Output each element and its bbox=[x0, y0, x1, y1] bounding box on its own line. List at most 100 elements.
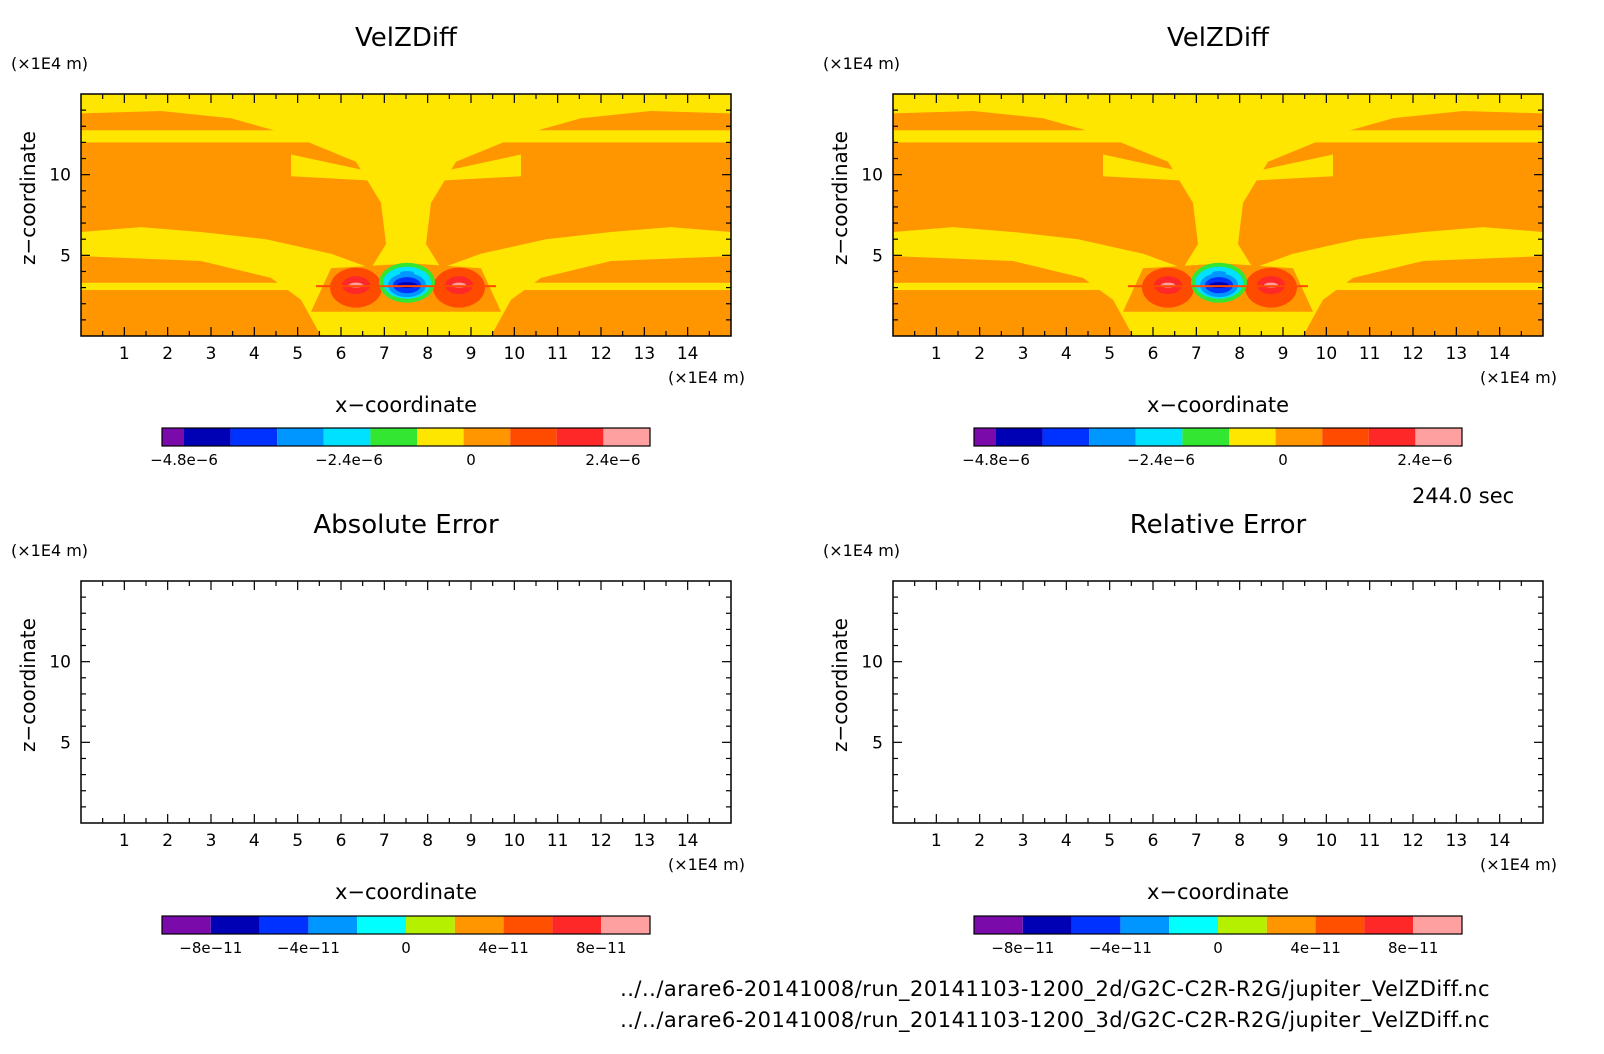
colorbar-swatch bbox=[417, 428, 464, 446]
x-tick-label: 4 bbox=[249, 344, 260, 364]
colorbar-tick-label: −4.8e−6 bbox=[962, 451, 1030, 469]
x-tick-label: 11 bbox=[1359, 344, 1381, 364]
colorbar: −4.8e−6 −2.4e−6 0 2.4e−6 bbox=[962, 427, 1463, 469]
colorbar: −8e−11 −4e−11 0 4e−11 8e−11 bbox=[161, 915, 651, 957]
x-tick-label: 4 bbox=[1061, 831, 1072, 851]
colorbar-swatch bbox=[454, 916, 504, 934]
x-unit-label: (×1E4 m) bbox=[668, 368, 745, 387]
x-tick-label: 12 bbox=[1402, 831, 1424, 851]
y-axis-label: z−coordinate bbox=[828, 618, 852, 752]
x-unit-label: (×1E4 m) bbox=[1480, 368, 1557, 387]
x-tick-label: 8 bbox=[1234, 344, 1245, 364]
colorbar-swatch bbox=[1266, 916, 1316, 934]
time-label: 244.0 sec bbox=[1412, 484, 1515, 508]
colorbar-tick-label: 0 bbox=[466, 451, 476, 469]
contour-region-lower-left bbox=[81, 256, 321, 336]
x-tick-label: 12 bbox=[1402, 344, 1424, 364]
y-tick-label: 10 bbox=[49, 166, 71, 186]
colorbar-tick-label: −8e−11 bbox=[991, 939, 1054, 957]
colorbar-tick-label: −4e−11 bbox=[1089, 939, 1152, 957]
x-tick-label: 11 bbox=[547, 831, 569, 851]
x-tick-label: 2 bbox=[974, 831, 985, 851]
colorbar-swatch bbox=[1322, 428, 1369, 446]
y-axis-label: z−coordinate bbox=[16, 131, 40, 265]
colorbar-frame bbox=[161, 427, 651, 447]
plot-frame bbox=[892, 580, 1544, 824]
x-tick-label: 5 bbox=[1104, 344, 1115, 364]
colorbar-swatch bbox=[1415, 428, 1462, 446]
colorbar-tick-label: 0 bbox=[1278, 451, 1288, 469]
x-tick-label: 10 bbox=[1316, 831, 1338, 851]
colorbar-swatch bbox=[406, 916, 455, 934]
x-tick-label: 1 bbox=[119, 344, 130, 364]
contour-band-mid bbox=[1103, 154, 1333, 182]
x-tick-label: 6 bbox=[1148, 344, 1159, 364]
x-tick-label: 5 bbox=[1104, 831, 1115, 851]
chart-title: VelZDiff bbox=[355, 23, 458, 53]
colorbar-swatch bbox=[1315, 916, 1365, 934]
colorbar-swatch bbox=[210, 916, 260, 934]
colorbar-tick-label: 4e−11 bbox=[478, 939, 528, 957]
x-tick-label: 2 bbox=[162, 344, 173, 364]
colorbar-swatch bbox=[1169, 916, 1218, 934]
colorbar-tick-label: 8e−11 bbox=[576, 939, 626, 957]
x-unit-label: (×1E4 m) bbox=[1480, 855, 1557, 874]
colorbar-tick-label: 2.4e−6 bbox=[1397, 451, 1452, 469]
colorbar-swatch bbox=[603, 428, 650, 446]
x-tick-label: 6 bbox=[336, 344, 347, 364]
x-tick-label: 10 bbox=[504, 831, 526, 851]
colorbar-tick-label: 0 bbox=[401, 939, 411, 957]
chart-panel: VelZDiff(×1E4 m)1 2 3 4 5 6 7 8 9 10 11 12 13 14510(×… bbox=[11, 23, 745, 469]
colorbar-frame bbox=[161, 915, 651, 935]
colorbar-swatch bbox=[259, 916, 309, 934]
x-tick-label: 10 bbox=[1316, 344, 1338, 364]
x-tick-label: 7 bbox=[379, 344, 390, 364]
x-tick-label: 1 bbox=[931, 344, 942, 364]
x-tick-label: 7 bbox=[1191, 831, 1202, 851]
colorbar-swatch bbox=[1071, 916, 1121, 934]
chart-panel: Relative Error(×1E4 m)1 2 3 4 5 6 7 8 9 10 11 12 13 1… bbox=[823, 510, 1557, 957]
x-tick-label: 7 bbox=[379, 831, 390, 851]
colorbar-swatch bbox=[162, 428, 184, 446]
x-tick-label: 12 bbox=[590, 831, 612, 851]
colorbar-swatch bbox=[996, 428, 1043, 446]
x-tick-label: 3 bbox=[1018, 344, 1029, 364]
colorbar-tick-label: 2.4e−6 bbox=[585, 451, 640, 469]
contour-band-mid bbox=[291, 154, 521, 182]
colorbar-swatch bbox=[1120, 916, 1170, 934]
x-tick-label: 14 bbox=[677, 344, 699, 364]
colorbar-swatch bbox=[184, 428, 231, 446]
contour-region-lower-left bbox=[893, 256, 1133, 336]
contour-streak bbox=[1128, 285, 1308, 288]
contour-blue-cap bbox=[400, 271, 414, 276]
x-tick-label: 11 bbox=[547, 344, 569, 364]
y-axis-label: z−coordinate bbox=[828, 131, 852, 265]
x-tick-label: 6 bbox=[1148, 831, 1159, 851]
x-axis-label: x−coordinate bbox=[1147, 393, 1289, 417]
colorbar-swatch bbox=[1218, 916, 1267, 934]
colorbar-swatch bbox=[463, 428, 511, 446]
y-unit-label: (×1E4 m) bbox=[823, 541, 900, 560]
plot-frame bbox=[80, 580, 732, 824]
x-tick-label: 14 bbox=[677, 831, 699, 851]
contour-region-lower-right bbox=[1303, 256, 1543, 336]
colorbar-swatch bbox=[1275, 428, 1323, 446]
colorbar-swatch bbox=[1182, 428, 1229, 446]
chart-title: Relative Error bbox=[1130, 510, 1307, 540]
y-unit-label: (×1E4 m) bbox=[11, 541, 88, 560]
contour-region-upper-left bbox=[893, 110, 1198, 269]
x-tick-label: 10 bbox=[504, 344, 526, 364]
colorbar-swatch bbox=[1022, 916, 1072, 934]
colorbar-swatch bbox=[162, 916, 211, 934]
colorbar-swatch bbox=[308, 916, 358, 934]
x-axis-label: x−coordinate bbox=[335, 393, 477, 417]
colorbar-swatch bbox=[230, 428, 278, 446]
y-unit-label: (×1E4 m) bbox=[11, 54, 88, 73]
colorbar-swatch bbox=[510, 428, 557, 446]
x-tick-label: 7 bbox=[1191, 344, 1202, 364]
colorbar-swatch bbox=[1368, 428, 1416, 446]
colorbar-tick-label: 8e−11 bbox=[1388, 939, 1438, 957]
x-tick-label: 4 bbox=[1061, 344, 1072, 364]
